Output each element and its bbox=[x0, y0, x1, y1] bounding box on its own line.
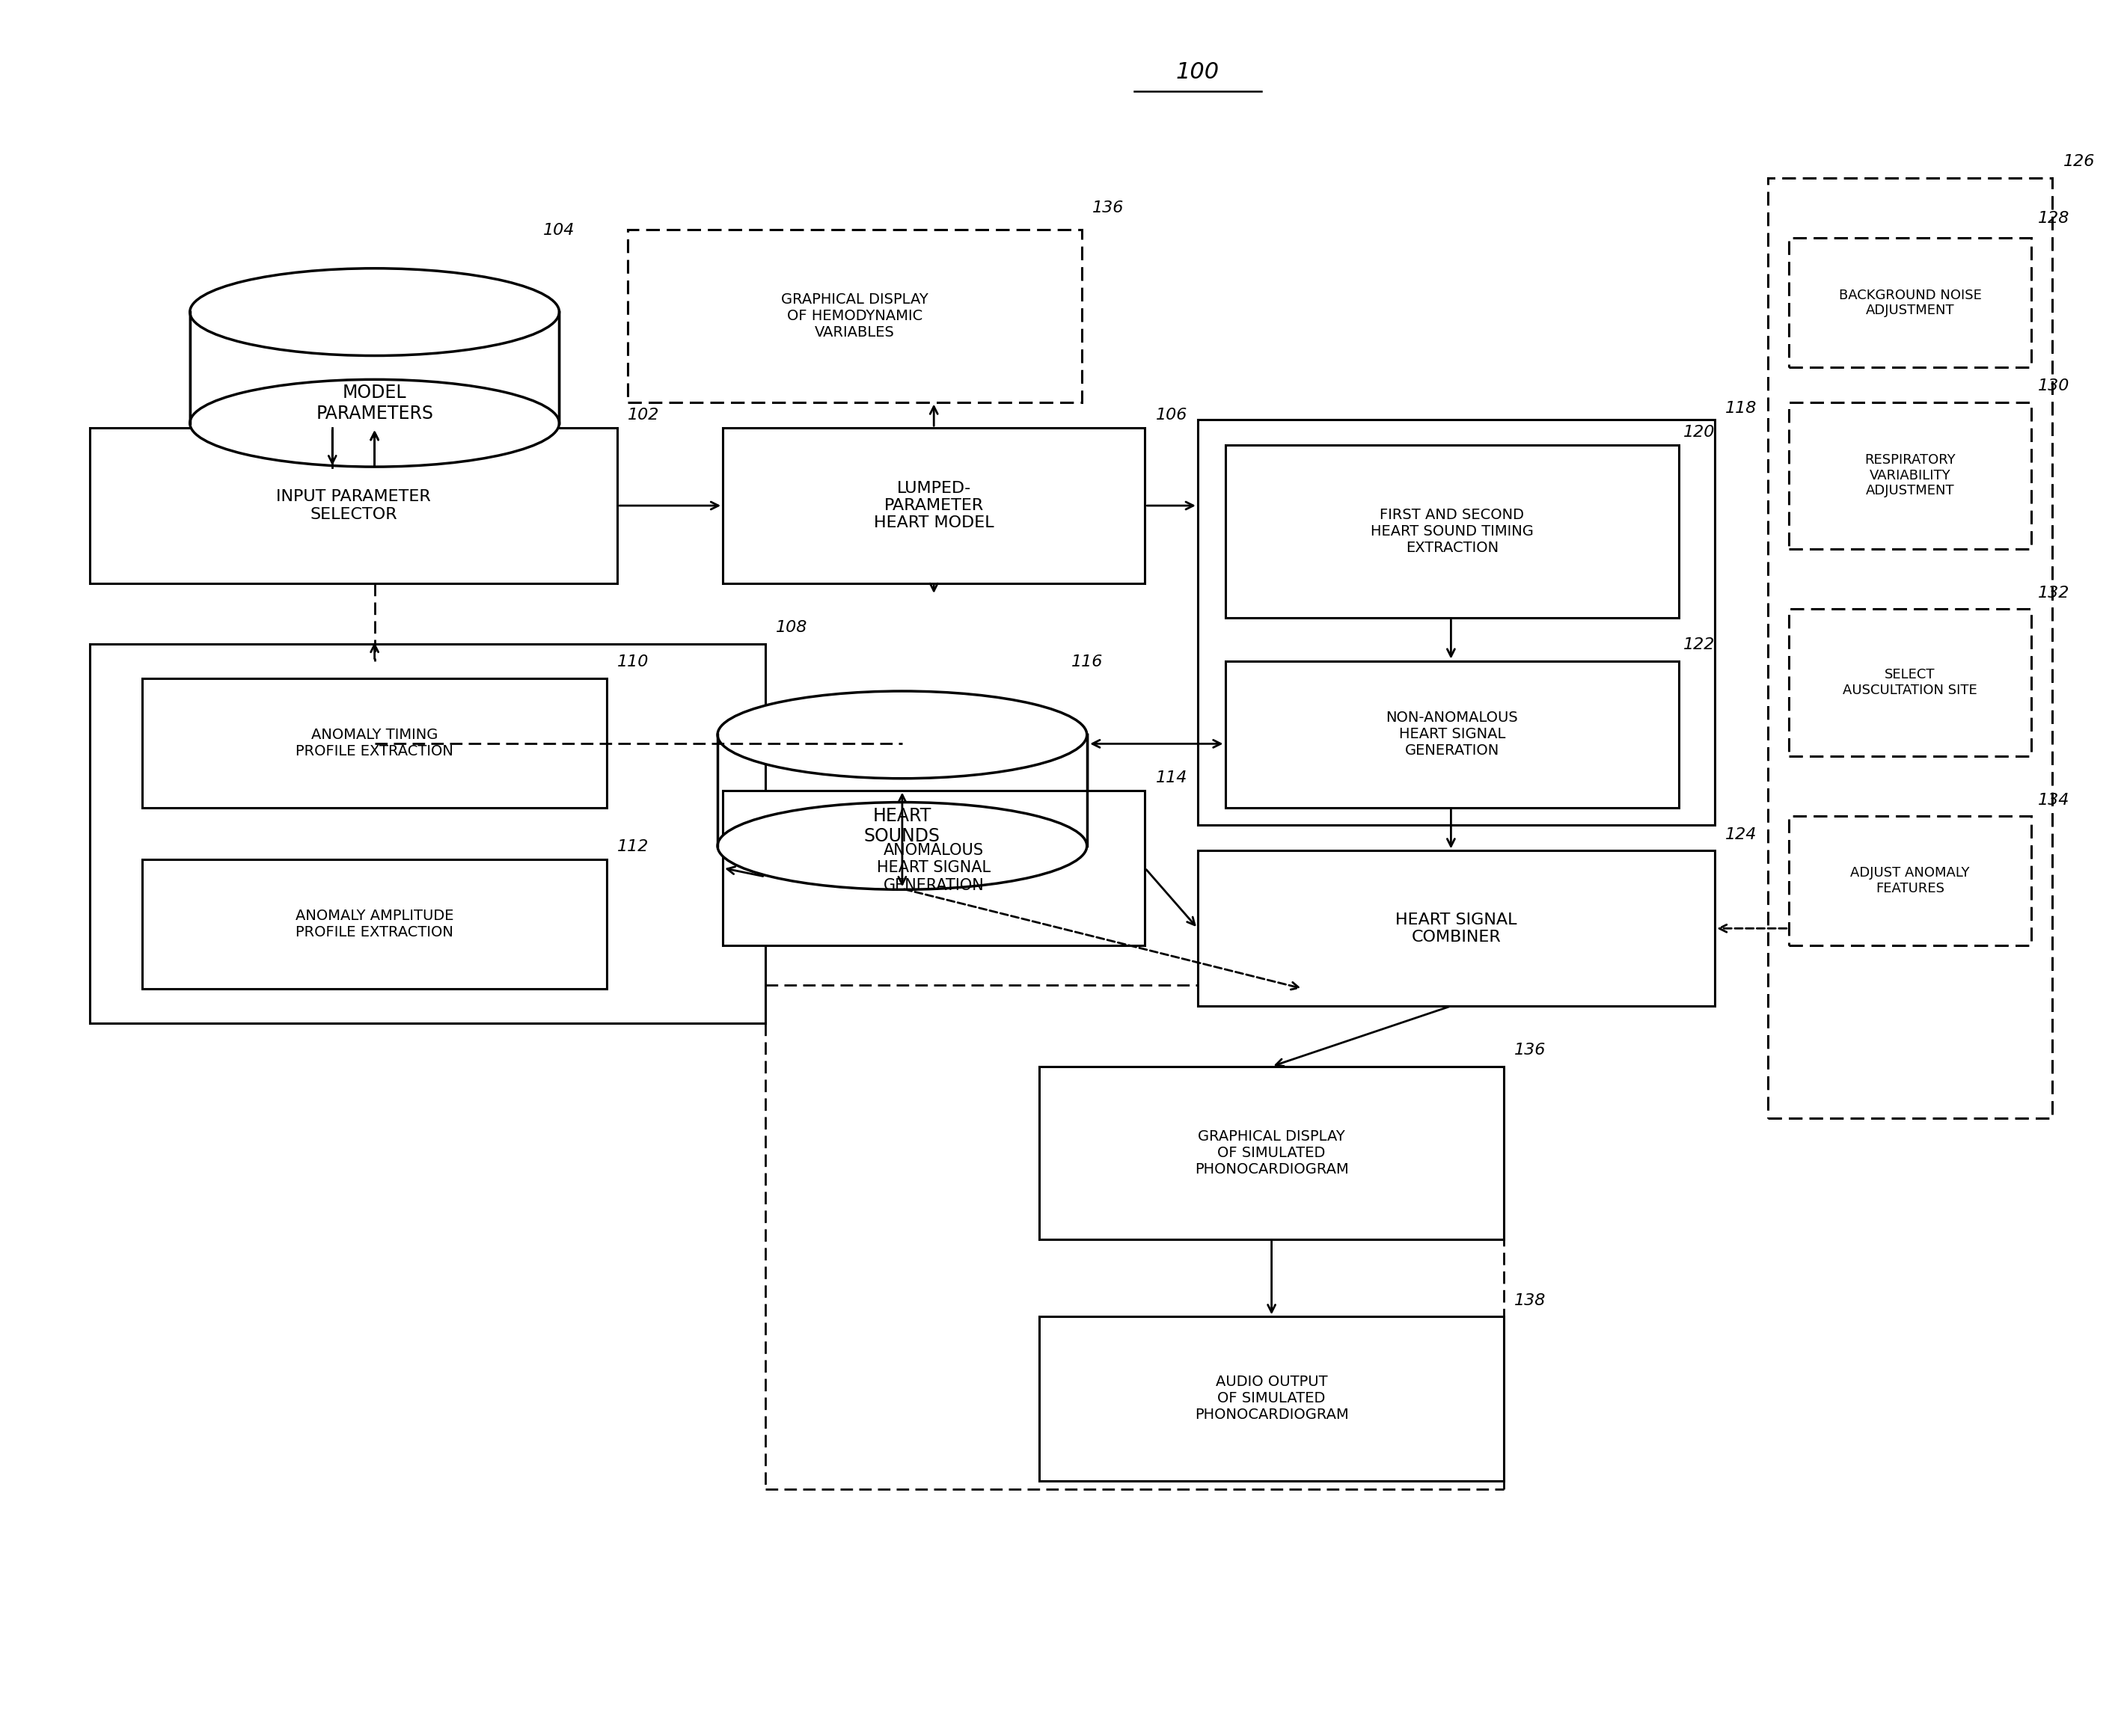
Text: 130: 130 bbox=[2038, 378, 2070, 394]
FancyBboxPatch shape bbox=[628, 229, 1082, 403]
Ellipse shape bbox=[191, 269, 560, 356]
Text: 124: 124 bbox=[1724, 826, 1756, 842]
Text: HEART SIGNAL
COMBINER: HEART SIGNAL COMBINER bbox=[1396, 911, 1517, 944]
Text: 100: 100 bbox=[1175, 61, 1220, 83]
FancyBboxPatch shape bbox=[1788, 816, 2032, 946]
Text: GRAPHICAL DISPLAY
OF SIMULATED
PHONOCARDIOGRAM: GRAPHICAL DISPLAY OF SIMULATED PHONOCARD… bbox=[1194, 1128, 1349, 1177]
Ellipse shape bbox=[717, 691, 1086, 778]
FancyBboxPatch shape bbox=[1788, 238, 2032, 368]
Text: ANOMALOUS
HEART SIGNAL
GENERATION: ANOMALOUS HEART SIGNAL GENERATION bbox=[876, 844, 991, 892]
FancyBboxPatch shape bbox=[1226, 444, 1680, 618]
Text: 114: 114 bbox=[1156, 771, 1188, 785]
Text: 112: 112 bbox=[617, 838, 649, 854]
Text: SELECT
AUSCULTATION SITE: SELECT AUSCULTATION SITE bbox=[1843, 668, 1977, 698]
FancyBboxPatch shape bbox=[1039, 1066, 1504, 1240]
FancyBboxPatch shape bbox=[1788, 609, 2032, 755]
Text: BACKGROUND NOISE
ADJUSTMENT: BACKGROUND NOISE ADJUSTMENT bbox=[1839, 288, 1981, 318]
Text: FIRST AND SECOND
HEART SOUND TIMING
EXTRACTION: FIRST AND SECOND HEART SOUND TIMING EXTR… bbox=[1370, 509, 1533, 556]
FancyBboxPatch shape bbox=[723, 790, 1145, 946]
FancyBboxPatch shape bbox=[1788, 403, 2032, 549]
Text: 132: 132 bbox=[2038, 585, 2070, 601]
Text: HEART
SOUNDS: HEART SOUNDS bbox=[863, 807, 940, 845]
Text: AUDIO OUTPUT
OF SIMULATED
PHONOCARDIOGRAM: AUDIO OUTPUT OF SIMULATED PHONOCARDIOGRA… bbox=[1194, 1375, 1349, 1422]
Text: 106: 106 bbox=[1156, 408, 1188, 424]
Text: 128: 128 bbox=[2038, 212, 2070, 226]
Text: ADJUST ANOMALY
FEATURES: ADJUST ANOMALY FEATURES bbox=[1850, 866, 1970, 896]
FancyBboxPatch shape bbox=[142, 859, 607, 990]
Text: 136: 136 bbox=[1092, 201, 1124, 215]
Text: 120: 120 bbox=[1684, 425, 1716, 439]
FancyBboxPatch shape bbox=[1226, 661, 1680, 807]
Polygon shape bbox=[191, 312, 560, 424]
FancyBboxPatch shape bbox=[723, 429, 1145, 583]
FancyBboxPatch shape bbox=[89, 429, 617, 583]
Ellipse shape bbox=[191, 380, 560, 467]
Text: ANOMALY TIMING
PROFILE EXTRACTION: ANOMALY TIMING PROFILE EXTRACTION bbox=[295, 727, 454, 759]
FancyBboxPatch shape bbox=[1767, 177, 2053, 1118]
Text: NON-ANOMALOUS
HEART SIGNAL
GENERATION: NON-ANOMALOUS HEART SIGNAL GENERATION bbox=[1385, 710, 1519, 759]
Text: 134: 134 bbox=[2038, 793, 2070, 807]
Text: 118: 118 bbox=[1724, 401, 1756, 417]
Text: ANOMALY AMPLITUDE
PROFILE EXTRACTION: ANOMALY AMPLITUDE PROFILE EXTRACTION bbox=[295, 908, 454, 939]
Text: INPUT PARAMETER
SELECTOR: INPUT PARAMETER SELECTOR bbox=[276, 490, 431, 523]
Text: 126: 126 bbox=[2064, 155, 2096, 168]
Text: GRAPHICAL DISPLAY
OF HEMODYNAMIC
VARIABLES: GRAPHICAL DISPLAY OF HEMODYNAMIC VARIABL… bbox=[781, 292, 929, 339]
Polygon shape bbox=[717, 734, 1086, 845]
FancyBboxPatch shape bbox=[89, 644, 766, 1023]
Ellipse shape bbox=[717, 802, 1086, 889]
Text: 138: 138 bbox=[1514, 1293, 1546, 1307]
Text: MODEL
PARAMETERS: MODEL PARAMETERS bbox=[316, 384, 433, 424]
Text: RESPIRATORY
VARIABILITY
ADJUSTMENT: RESPIRATORY VARIABILITY ADJUSTMENT bbox=[1864, 453, 1956, 498]
Text: 116: 116 bbox=[1071, 654, 1103, 670]
FancyBboxPatch shape bbox=[1198, 851, 1714, 1007]
Text: 102: 102 bbox=[628, 408, 660, 424]
Text: 104: 104 bbox=[543, 224, 575, 238]
Text: 136: 136 bbox=[1514, 1043, 1546, 1057]
Text: 122: 122 bbox=[1684, 637, 1716, 653]
Text: LUMPED-
PARAMETER
HEART MODEL: LUMPED- PARAMETER HEART MODEL bbox=[874, 481, 995, 531]
Text: 110: 110 bbox=[617, 654, 649, 670]
FancyBboxPatch shape bbox=[1039, 1316, 1504, 1481]
Text: 108: 108 bbox=[776, 620, 808, 635]
FancyBboxPatch shape bbox=[1198, 420, 1714, 825]
FancyBboxPatch shape bbox=[142, 679, 607, 807]
